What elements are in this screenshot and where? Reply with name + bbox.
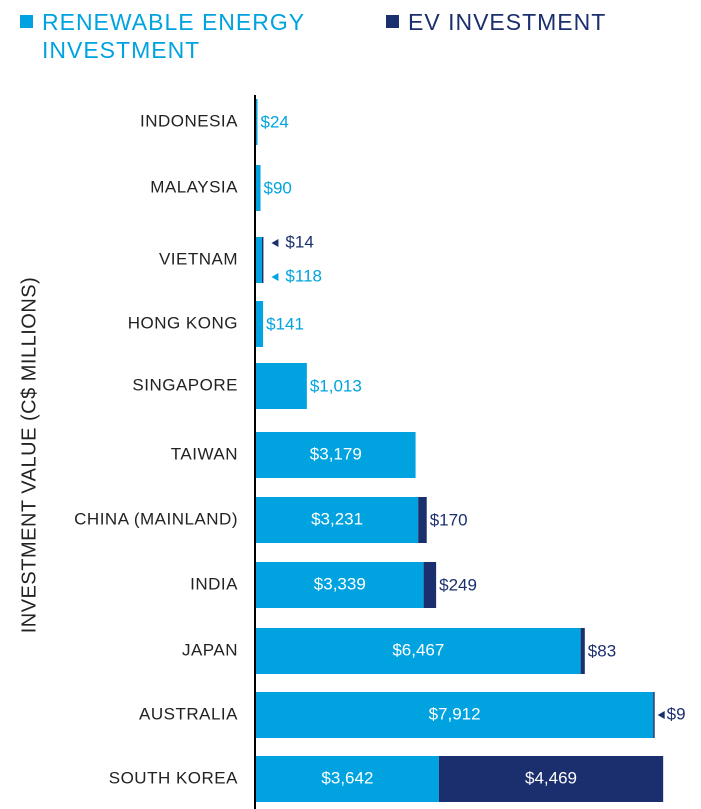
pointer [271, 273, 279, 281]
y-axis-label: INVESTMENT VALUE (C$ MILLIONS) [18, 277, 40, 634]
category-label: INDONESIA [140, 111, 238, 130]
bar-segment [438, 756, 664, 802]
category-label: SOUTH KOREA [109, 768, 238, 787]
pointer [271, 239, 279, 247]
bar-segment [653, 692, 655, 738]
bar-segment [256, 237, 262, 283]
value-label: $4,469 [525, 768, 577, 787]
value-label: $3,339 [314, 574, 366, 593]
category-label: HONG KONG [128, 313, 238, 332]
bar-segment [256, 756, 439, 802]
bar-segment [580, 628, 585, 674]
value-label: $24 [261, 112, 289, 131]
bar-segment [256, 432, 416, 478]
bar-segment [261, 237, 264, 283]
value-label: $9 [667, 704, 686, 723]
bar-segment [256, 497, 419, 543]
value-label: $83 [588, 641, 616, 660]
value-label: $3,231 [311, 509, 363, 528]
value-label: $170 [430, 510, 468, 529]
bar-segment [256, 99, 258, 145]
bar-segment [256, 562, 424, 608]
bar-segment [418, 497, 427, 543]
value-label: $1,013 [310, 376, 362, 395]
value-label: $6,467 [392, 640, 444, 659]
category-label: TAIWAN [171, 444, 238, 463]
category-label: AUSTRALIA [139, 704, 238, 723]
category-label: CHINA (MAINLAND) [74, 509, 238, 528]
bar-segment [423, 562, 437, 608]
bar-segment [256, 628, 581, 674]
category-label: VIETNAM [159, 249, 238, 268]
value-label: $3,642 [321, 768, 373, 787]
legend-swatch [386, 15, 399, 28]
bar-segment [256, 165, 261, 211]
value-label: $90 [264, 178, 292, 197]
legend-swatch [20, 15, 33, 28]
legend-label: RENEWABLE ENERGY INVESTMENT [42, 9, 305, 63]
bar-segment [256, 692, 654, 738]
value-label: $141 [266, 314, 304, 333]
value-label: $7,912 [429, 704, 481, 723]
value-label: $118 [285, 266, 322, 285]
category-label: SINGAPORE [132, 375, 238, 394]
value-label: $249 [439, 575, 477, 594]
category-label: MALAYSIA [150, 177, 238, 196]
legend-label: EV INVESTMENT [408, 9, 606, 35]
bar-segment [256, 301, 264, 347]
value-label: $3,179 [310, 444, 362, 463]
category-label: INDIA [190, 574, 238, 593]
category-label: JAPAN [182, 640, 238, 659]
value-label: $14 [285, 232, 313, 251]
pointer [657, 711, 665, 719]
bar-segment [256, 363, 307, 409]
